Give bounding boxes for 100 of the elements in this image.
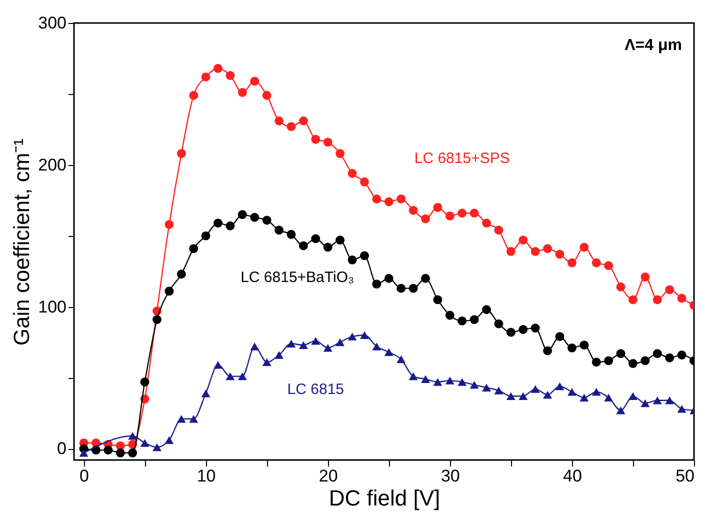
point	[506, 328, 516, 337]
point	[555, 250, 564, 259]
point	[628, 295, 638, 304]
point	[543, 390, 552, 399]
y-axis-title: Gain coefficient, cm⁻¹	[9, 138, 34, 346]
point	[323, 242, 332, 252]
point	[201, 389, 210, 398]
point	[323, 138, 332, 147]
point	[396, 284, 406, 293]
point	[79, 449, 88, 457]
annotation: Λ=4 μm	[624, 37, 682, 54]
series-label: LC 6815	[287, 381, 344, 398]
point	[286, 230, 296, 239]
point	[604, 356, 614, 366]
point	[445, 212, 454, 220]
point	[298, 341, 308, 349]
point	[164, 286, 174, 296]
point	[616, 349, 626, 358]
point	[140, 439, 150, 447]
x-axis-title: DC field [V]	[328, 486, 440, 510]
point	[250, 342, 260, 350]
point	[116, 448, 125, 458]
point	[677, 405, 686, 413]
point	[372, 280, 382, 289]
point	[543, 346, 552, 356]
point	[592, 258, 601, 268]
point	[408, 206, 418, 215]
point	[238, 372, 247, 380]
point	[530, 246, 540, 256]
point	[665, 285, 674, 294]
point	[372, 342, 382, 350]
y-tick-label: 300	[38, 14, 66, 32]
point	[262, 216, 272, 225]
point	[360, 251, 369, 260]
point	[616, 406, 626, 414]
point	[336, 236, 345, 245]
point	[640, 272, 650, 282]
point	[323, 344, 332, 352]
point	[286, 340, 296, 348]
point	[677, 350, 686, 360]
point	[604, 261, 614, 270]
point	[628, 359, 638, 368]
point	[518, 392, 528, 400]
x-tick-label: 20	[318, 466, 338, 486]
point	[384, 197, 394, 206]
point	[152, 315, 162, 324]
point	[580, 394, 589, 402]
point	[640, 356, 650, 366]
point	[665, 353, 674, 362]
point	[128, 432, 138, 440]
point	[336, 149, 345, 158]
point	[262, 90, 272, 100]
point	[128, 448, 138, 458]
point	[372, 194, 382, 204]
point	[214, 64, 222, 73]
y-tick-label: 0	[57, 439, 66, 458]
point	[298, 116, 308, 126]
point	[616, 282, 626, 292]
point	[360, 331, 369, 340]
x-tick-label: 50	[676, 466, 694, 486]
point	[152, 443, 162, 452]
point	[104, 446, 113, 455]
point	[518, 236, 528, 245]
point	[408, 372, 418, 380]
point	[311, 134, 320, 144]
point	[336, 338, 345, 346]
point	[433, 295, 442, 304]
point	[652, 349, 662, 358]
point	[396, 355, 406, 364]
point	[140, 378, 150, 386]
x-tick-label: 30	[440, 466, 460, 486]
point	[433, 202, 442, 212]
text: LC 6815+SPS	[414, 150, 510, 167]
point	[238, 210, 247, 220]
series-label: LC 6815+BaTiO₃	[240, 268, 354, 286]
point	[506, 246, 516, 256]
point	[226, 71, 235, 80]
point	[470, 315, 479, 324]
point	[201, 72, 210, 82]
point	[506, 392, 516, 400]
point	[176, 149, 186, 158]
point	[274, 116, 284, 126]
point	[592, 358, 601, 367]
point	[311, 336, 320, 345]
point	[458, 378, 467, 386]
point	[421, 375, 430, 383]
point	[665, 396, 674, 404]
x-tick-label: 40	[562, 466, 582, 486]
point	[494, 226, 504, 235]
point	[201, 231, 210, 240]
point	[677, 294, 686, 303]
x-tick-label: 10	[196, 466, 216, 486]
point	[640, 399, 650, 408]
point	[238, 88, 247, 97]
point	[470, 208, 479, 218]
point	[482, 218, 491, 228]
point	[458, 208, 467, 218]
point	[592, 388, 601, 396]
point	[250, 76, 260, 86]
point	[567, 388, 576, 396]
